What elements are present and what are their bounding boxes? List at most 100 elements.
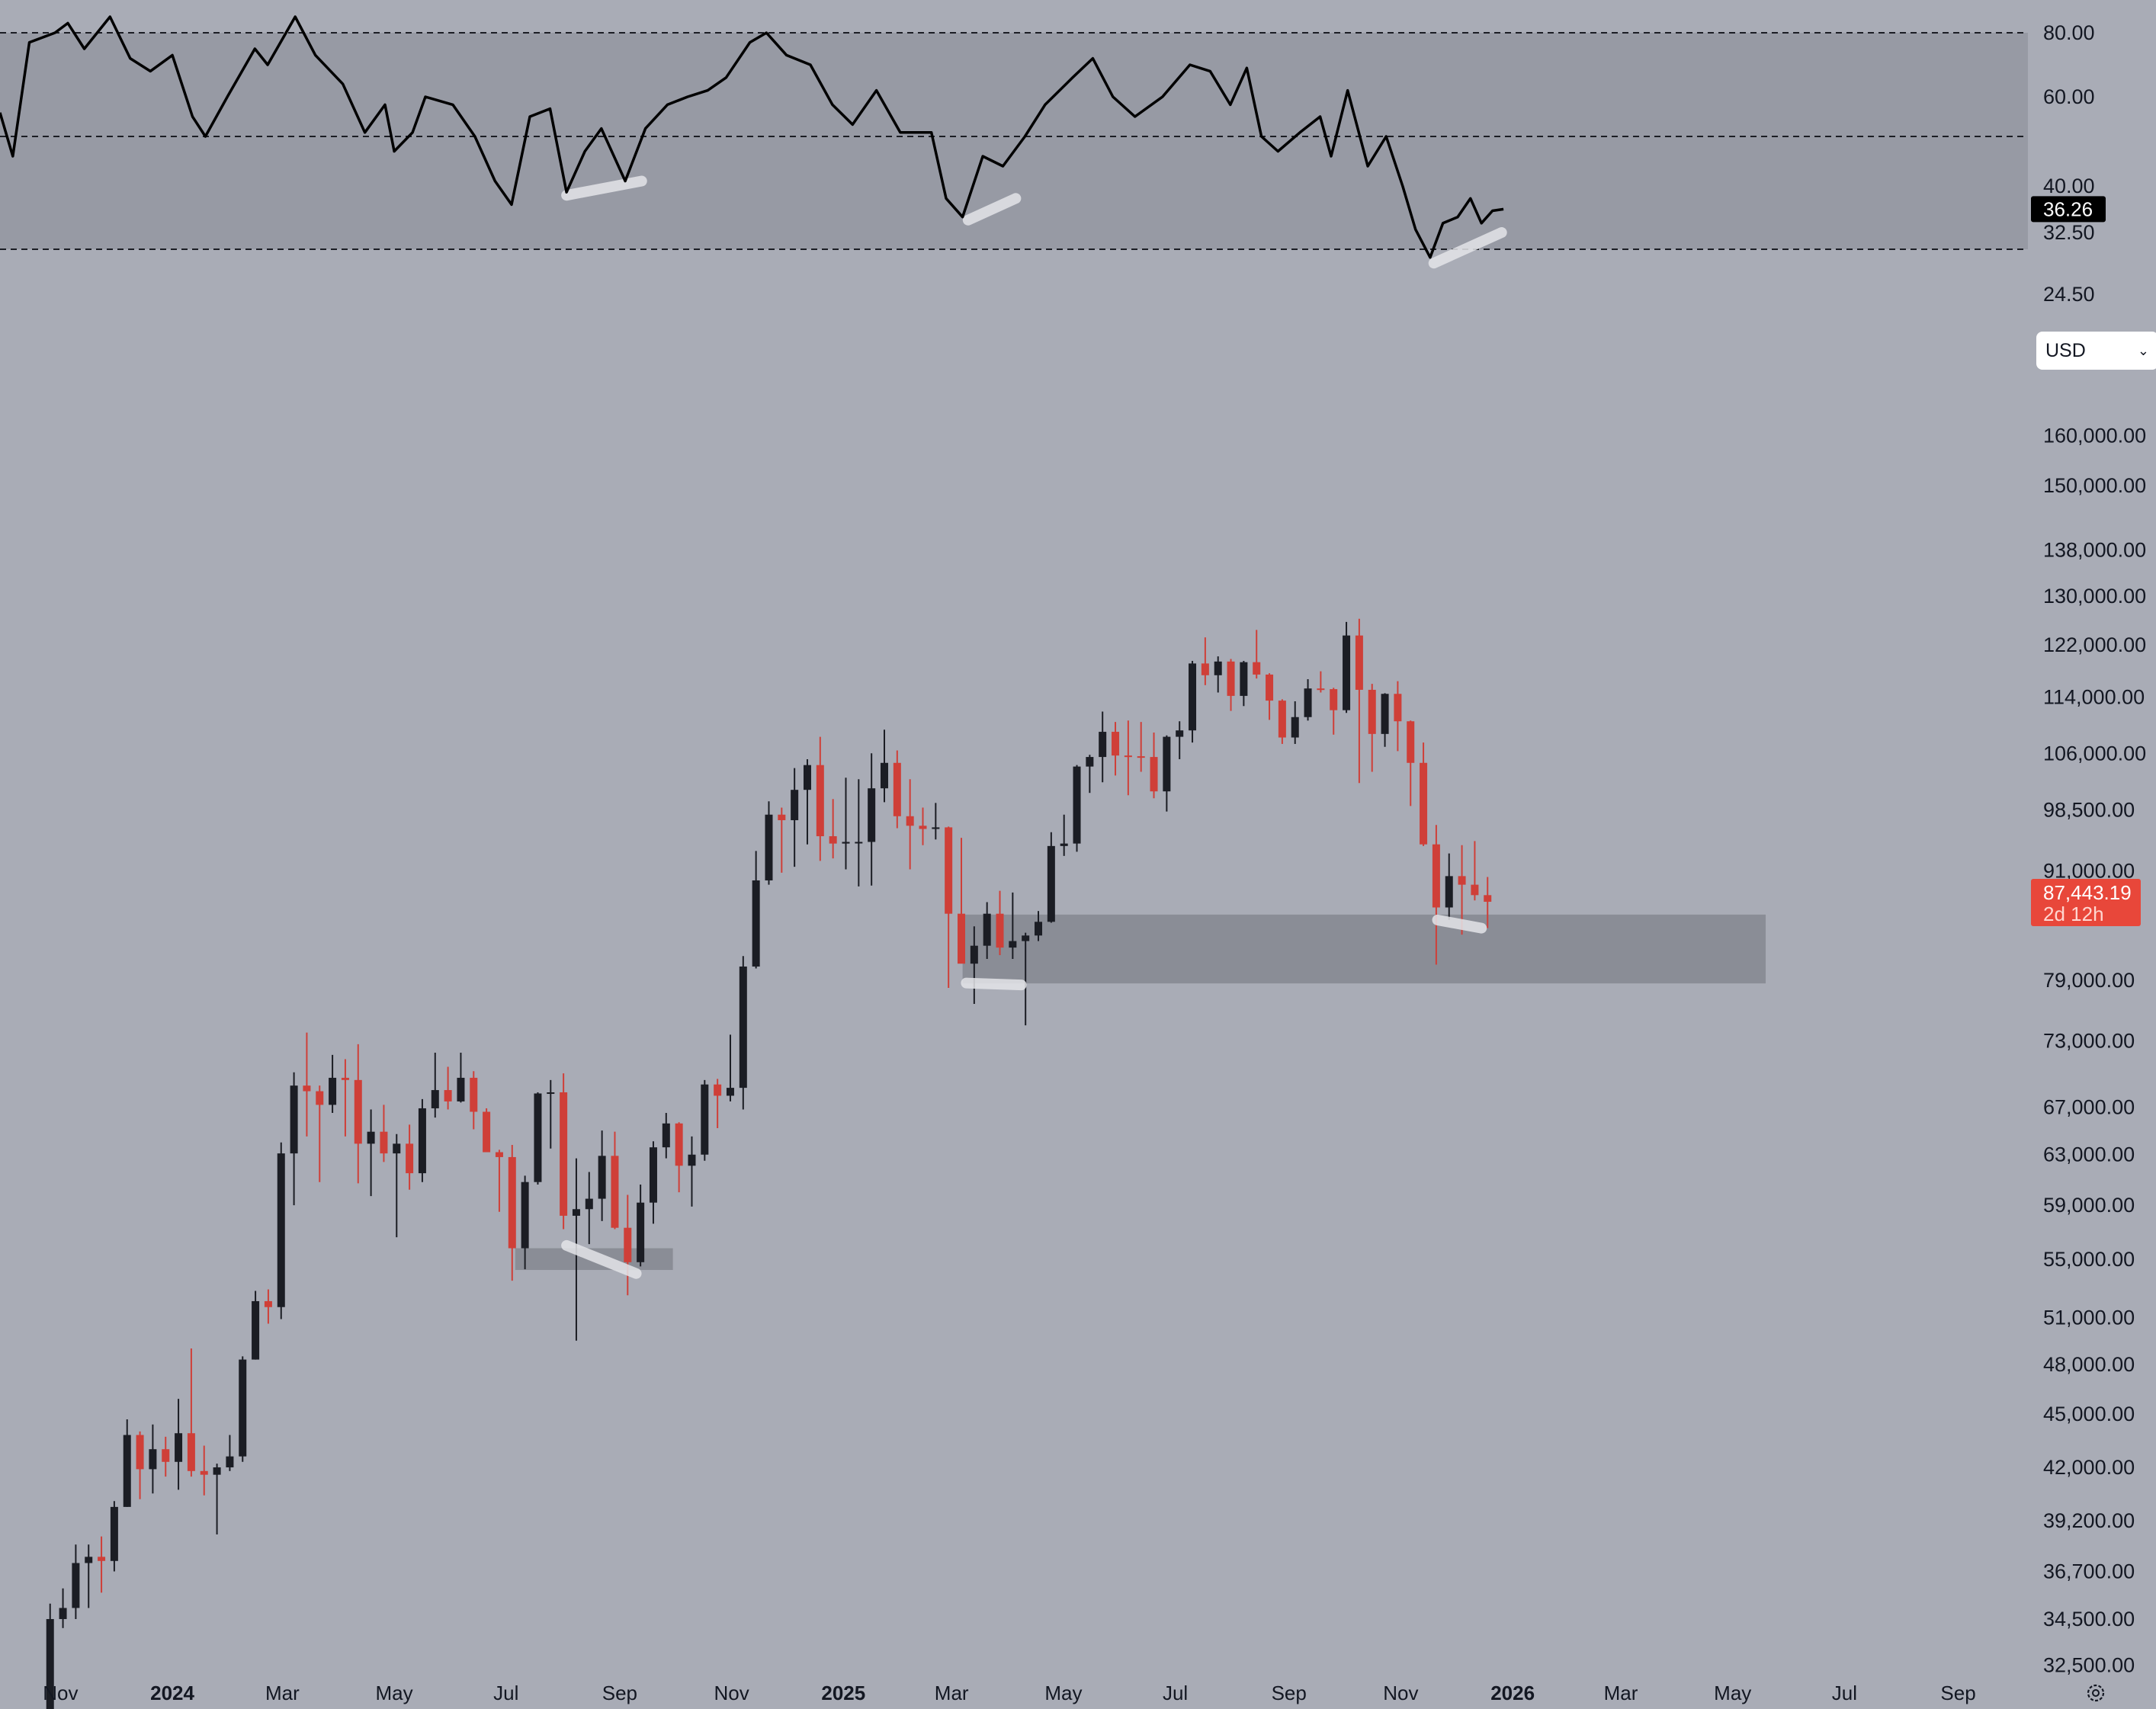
candle [470,1071,478,1130]
candle [791,768,799,867]
candle [1432,825,1440,965]
candle-body [1304,688,1312,717]
candle [1343,621,1351,713]
candle-body [431,1090,439,1108]
candle-body [1112,732,1120,756]
candle [1201,637,1209,685]
candle [508,1144,516,1281]
candle-body [110,1506,118,1561]
price-tick-label: 48,000.00 [2043,1353,2135,1376]
candle-body [1317,688,1325,691]
candle-body [495,1152,503,1157]
candle-body [1150,757,1158,792]
candle [752,851,760,969]
candle [521,1175,529,1270]
current-price-label: 87,443.19 [2043,881,2132,904]
gear-icon[interactable] [2084,1681,2108,1705]
time-tick-label: May [376,1682,413,1704]
candle [123,1419,131,1507]
candle-body [1047,845,1055,922]
candle-body [1099,732,1107,758]
currency-value: USD [2045,339,2086,361]
candle-body [868,788,876,842]
candle [200,1445,208,1496]
price-tick-label: 114,000.00 [2043,686,2145,709]
candle [1317,671,1325,693]
candle [98,1536,106,1593]
candle [239,1356,247,1462]
candle [611,1131,619,1230]
candle-body [649,1147,657,1203]
candle-body [598,1156,606,1199]
currency-select[interactable]: USD ⌄ [2036,332,2156,370]
candle [431,1053,439,1118]
candle [675,1122,683,1193]
candle-body [855,842,863,844]
candle [1368,684,1376,772]
candle-body [521,1182,529,1249]
candle-body [1381,694,1389,734]
candle-body [752,880,760,967]
candle-body [187,1433,195,1471]
candle-body [688,1154,696,1166]
candle [1009,892,1017,959]
candle-body [1022,935,1030,941]
candle-body [803,765,811,790]
time-tick-label: Sep [1940,1682,1975,1704]
time-tick-label: Nov [43,1682,78,1704]
candle [726,1034,734,1101]
candle-body [675,1123,683,1166]
candle-body [329,1077,337,1105]
candle [906,779,914,870]
candle [46,1603,54,1709]
candle [1278,699,1286,744]
candle-body [662,1123,670,1148]
candle-body [1445,876,1453,908]
candle-body [701,1084,709,1155]
candle [1163,735,1171,812]
candle [1022,932,1030,1026]
price-tick-label: 130,000.00 [2043,585,2146,608]
candle [547,1079,555,1149]
rsi-tick-label: 60.00 [2043,85,2095,108]
candle-body [919,826,927,829]
price-tick-label: 73,000.00 [2043,1030,2135,1053]
candle [264,1289,272,1324]
price-tick-label: 91,000.00 [2043,860,2135,883]
candle-body [72,1563,80,1608]
time-tick-label: Jul [493,1682,518,1704]
candle-body [1073,766,1081,844]
candle-body [1253,662,1261,675]
candle-body [483,1111,491,1153]
rsi-highlight [1428,227,1507,269]
price-highlight [561,1239,642,1279]
candle [662,1113,670,1159]
candle-body [354,1079,362,1144]
candle-body [200,1470,208,1475]
candle-body [316,1091,324,1105]
candles [46,618,1492,1709]
candle-body [59,1608,67,1620]
candle [252,1291,260,1360]
candle-body [1484,895,1492,903]
candle-body [1124,755,1132,758]
candle-body [547,1092,555,1095]
candle [624,1194,632,1296]
candle-body [970,945,978,964]
candle [136,1431,144,1499]
candle-body [1214,661,1222,675]
candle [1124,720,1132,796]
candle [1394,681,1402,752]
candle-body [1035,922,1043,936]
candle [226,1435,234,1471]
candle [880,729,888,803]
time-tick-label: Nov [714,1682,749,1704]
candle-body [765,814,773,880]
candle [893,750,901,829]
price-tick-label: 39,200.00 [2043,1509,2135,1532]
candle-body [367,1131,375,1144]
candle-body [1137,756,1145,758]
candle-body [1355,635,1363,690]
candle-body [1291,717,1299,738]
